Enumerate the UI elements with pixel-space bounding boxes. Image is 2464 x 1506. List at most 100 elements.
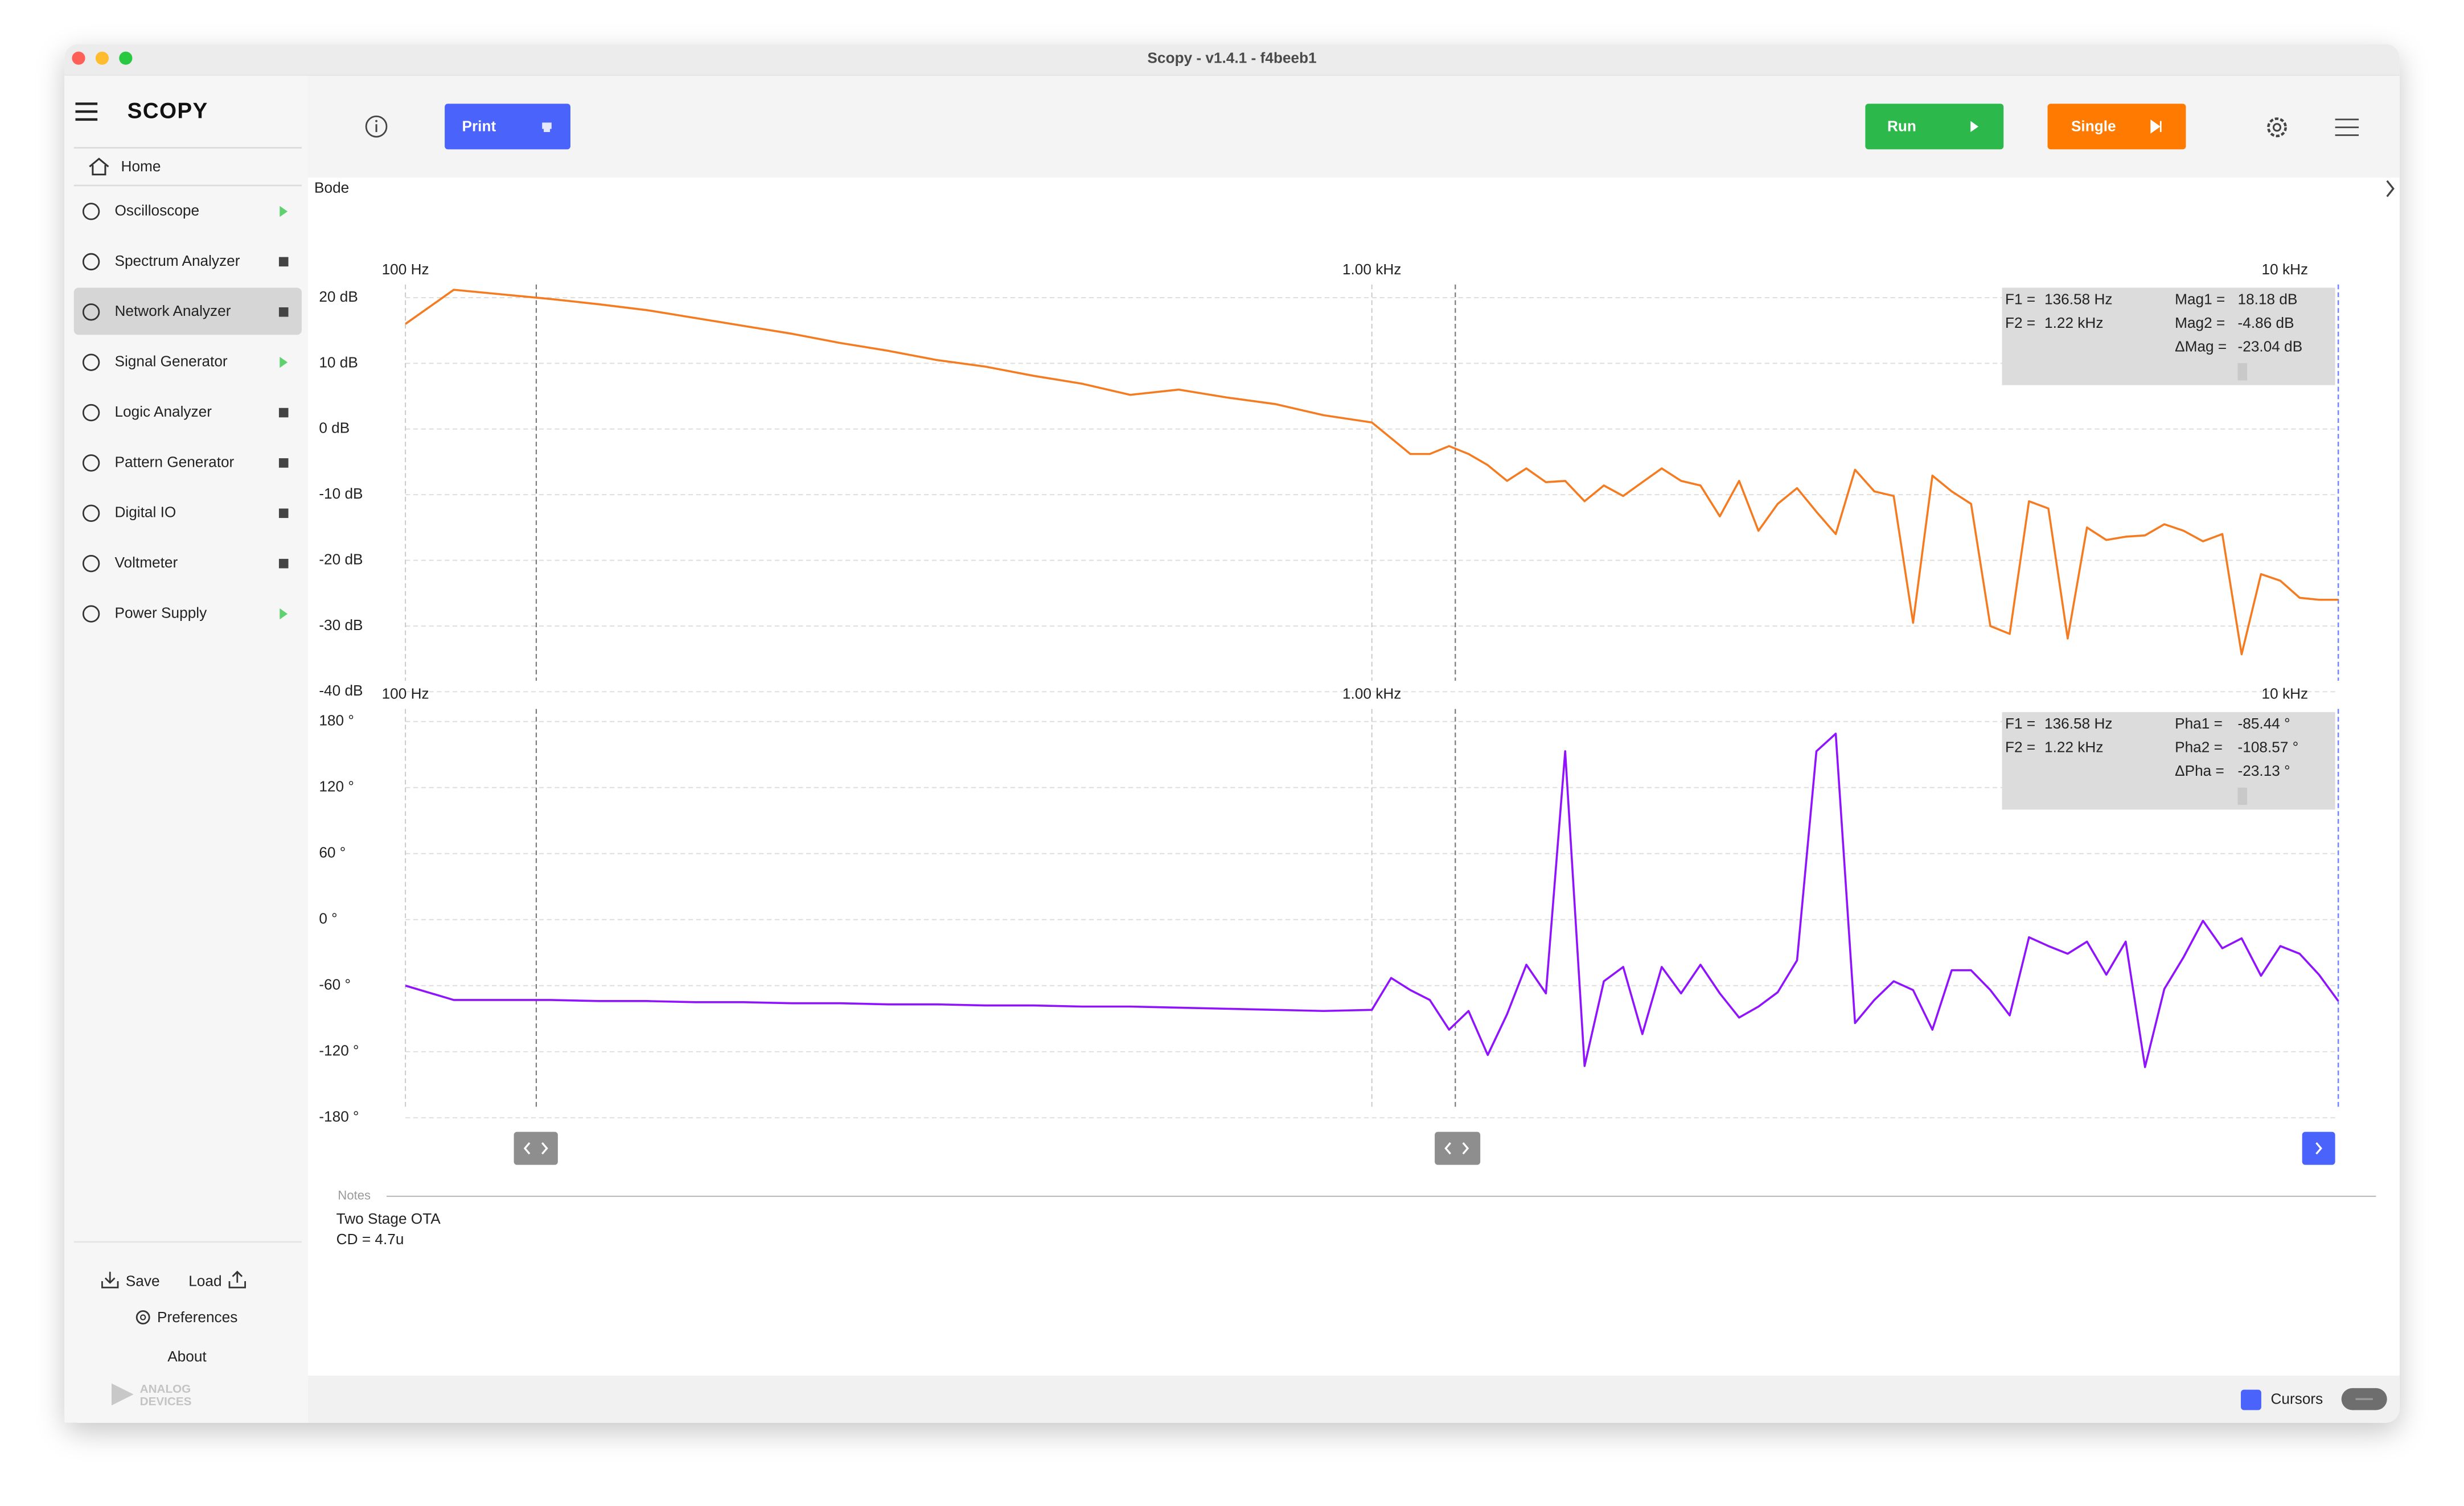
brand-line-1: ANALOG [140, 1382, 191, 1396]
print-label: Print [462, 118, 496, 135]
tool-icon [82, 303, 100, 321]
cursor-handle[interactable] [514, 1131, 558, 1165]
home-item[interactable]: Home [121, 158, 161, 175]
readout-label: F2 = [2005, 314, 2035, 331]
readout-label: ΔPha = [2175, 762, 2224, 779]
readout-value: 136.58 Hz [2044, 715, 2112, 732]
readout-label: F1 = [2005, 290, 2035, 307]
tool-icon [82, 554, 100, 573]
tool-status [278, 458, 289, 468]
readout-value: -108.57 ° [2238, 739, 2299, 756]
x-tick-label: 1.00 kHz [1342, 261, 1401, 278]
y-tick-label: -180 ° [319, 1108, 359, 1125]
collapse-arrow[interactable] [2386, 180, 2395, 197]
y-tick-label: -120 ° [319, 1042, 359, 1059]
title-bar [64, 44, 2400, 76]
y-tick-label: 10 dB [319, 353, 358, 371]
readout-label: F2 = [2005, 739, 2035, 756]
cursor-readout [2002, 712, 2335, 810]
about-button[interactable]: About [167, 1348, 207, 1365]
tool-status [278, 257, 289, 267]
tool-item[interactable]: Voltmeter [114, 554, 178, 571]
cursors-label: Cursors [2270, 1390, 2323, 1407]
tool-status [280, 356, 288, 368]
y-tick-label: 180 ° [319, 712, 354, 729]
tool-item[interactable]: Power Supply [114, 604, 207, 621]
tool-status [278, 307, 289, 317]
x-tick-label: 100 Hz [382, 685, 429, 702]
x-tick-label: 10 kHz [2262, 261, 2309, 278]
y-tick-label: -20 dB [319, 550, 363, 567]
x-tick-label: 10 kHz [2262, 685, 2309, 702]
tool-item[interactable]: Logic Analyzer [114, 403, 212, 420]
readout-label: Pha1 = [2175, 715, 2223, 732]
readout-label: Mag2 = [2175, 314, 2225, 331]
load-button[interactable]: Load [188, 1272, 221, 1289]
run-button[interactable] [1865, 104, 2004, 150]
run-label: Run [1887, 118, 1916, 135]
save-button[interactable]: Save [126, 1272, 160, 1289]
tool-icon [82, 404, 100, 422]
readout-cursor [2237, 787, 2248, 805]
tool-item[interactable]: Digital IO [114, 504, 176, 521]
readout-value: -85.44 ° [2238, 715, 2290, 732]
y-tick-label: 0 ° [319, 910, 337, 927]
readout-value: -23.04 dB [2238, 338, 2303, 355]
tool-status [280, 205, 288, 217]
logo: SCOPY [128, 99, 208, 124]
cursor-handle[interactable] [1435, 1131, 1481, 1165]
settings-button[interactable] [2267, 117, 2287, 138]
readout-value: 1.22 kHz [2044, 739, 2103, 756]
tool-item[interactable]: Pattern Generator [114, 453, 234, 470]
preferences-button[interactable]: Preferences [157, 1309, 237, 1326]
info-button[interactable] [365, 116, 388, 138]
brand-line-2: DEVICES [140, 1395, 192, 1408]
minimize-button[interactable] [95, 51, 109, 65]
close-button[interactable] [72, 51, 85, 65]
window [64, 44, 2400, 1423]
y-tick-label: -10 dB [319, 485, 363, 502]
tool-item[interactable]: Oscilloscope [114, 201, 199, 219]
general-settings-button[interactable] [2335, 118, 2359, 136]
readout-value: -23.13 ° [2238, 762, 2290, 779]
readout-value: -4.86 dB [2238, 314, 2294, 331]
readout-cursor [2237, 363, 2248, 381]
readout-label: ΔMag = [2175, 338, 2227, 355]
tool-icon [82, 253, 100, 271]
tool-status [280, 608, 288, 620]
tool-icon [82, 203, 100, 220]
single-label: Single [2071, 118, 2116, 135]
notes-line: CD = 4.7u [336, 1231, 404, 1248]
tool-icon [82, 605, 100, 623]
tool-icon [82, 353, 100, 371]
notes-label: Notes [338, 1188, 371, 1203]
y-tick-label: -30 dB [319, 616, 363, 633]
tool-status [278, 408, 289, 418]
tool-icon [82, 504, 100, 522]
print-button[interactable] [445, 104, 570, 150]
home-icon [89, 157, 109, 176]
selected-tool-bg [73, 287, 302, 335]
window-title: Scopy - v1.4.1 - f4beeb1 [1147, 49, 1316, 66]
notes-line: Two Stage OTA [336, 1210, 441, 1227]
y-tick-label: -60 ° [319, 976, 351, 993]
tool-item[interactable]: Spectrum Analyzer [114, 252, 240, 269]
single-button[interactable] [2047, 104, 2186, 150]
y-tick-label: 120 ° [319, 778, 354, 795]
x-tick-label: 1.00 kHz [1342, 685, 1401, 702]
tool-item[interactable]: Network Analyzer [114, 302, 231, 319]
zoom-button[interactable] [119, 51, 133, 65]
tool-icon [82, 454, 100, 472]
y-tick-label: 0 dB [319, 419, 350, 437]
menu-icon[interactable] [75, 102, 98, 121]
sidebar: SCOPY Home Oscilloscope Spectrum Analyzer… [64, 75, 308, 1423]
scroll-right-button[interactable] [2302, 1131, 2335, 1165]
readout-label: Mag1 = [2175, 290, 2225, 307]
readout-label: Pha2 = [2175, 739, 2223, 756]
trace [405, 289, 2339, 656]
tool-item[interactable]: Signal Generator [114, 353, 227, 370]
cursors-checkbox[interactable] [2241, 1389, 2261, 1410]
y-tick-label: 60 ° [319, 844, 346, 861]
readout-value: 1.22 kHz [2044, 314, 2103, 331]
